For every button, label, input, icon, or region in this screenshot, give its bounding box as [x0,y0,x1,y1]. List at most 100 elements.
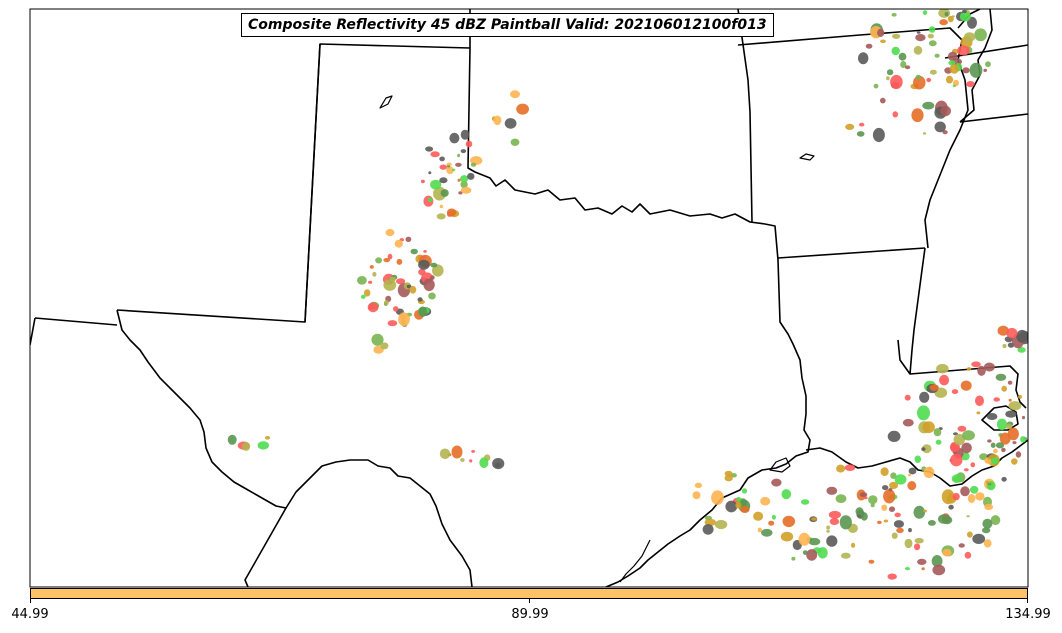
reflectivity-blob [839,515,852,530]
reflectivity-blob [826,535,838,547]
reflectivity-blob [892,111,899,118]
mexico-border [244,507,287,587]
reflectivity-blob [1008,401,1022,411]
reflectivity-blob [757,527,762,533]
reflectivity-blob [1001,476,1007,482]
reflectivity-blob [961,442,972,454]
reflectivity-blob [922,10,928,16]
reflectivity-blob [457,153,461,158]
reflectivity-blob [859,492,868,498]
reflectivity-blob [964,32,976,42]
reflectivity-blob [405,236,412,242]
reflectivity-blob [890,74,903,90]
reflectivity-blob [387,253,393,260]
reflectivity-blob [702,524,714,535]
reflectivity-blob [1005,423,1013,430]
reflectivity-blob [887,430,901,442]
reflectivity-blob [516,103,529,115]
reflectivity-blob [811,517,817,521]
colorbar-tick-mark [30,599,31,603]
reflectivity-blob [891,46,900,56]
reflectivity-blob [898,52,907,61]
reflectivity-blob [982,518,993,529]
reflectivity-blob [740,506,750,513]
reflectivity-blob [950,453,963,467]
reflectivity-blob [883,519,889,523]
reflectivity-blob [455,162,462,167]
reflectivity-blob [1007,380,1013,385]
reflectivity-blob [439,177,448,184]
reflectivity-blob [1015,451,1022,458]
reflectivity-blob [864,496,868,500]
reflectivity-blob [421,255,426,258]
reflectivity-blob [430,262,438,268]
reflectivity-blob [922,101,935,110]
reflectivity-blob [880,467,889,476]
reflectivity-blob [851,542,856,548]
reflectivity-blob [966,515,970,518]
reflectivity-blob [724,474,733,482]
reflectivity-blob [457,178,461,182]
reflectivity-blob [492,458,505,470]
reflectivity-blob [985,61,991,68]
reflectivity-blob [731,473,737,478]
reflectivity-blob [692,491,701,500]
reflectivity-blob [257,441,269,450]
reflectivity-blob [995,373,1007,381]
reflectivity-blob [984,503,994,511]
reflectivity-blob [855,507,864,516]
reflectivity-blob [380,342,389,350]
reflectivity-blob [835,494,847,503]
reflectivity-blob [930,69,937,75]
reflectivity-blob [990,457,999,465]
reflectivity-blob [439,204,444,209]
reflectivity-blob [932,564,946,576]
reflectivity-blob [944,12,949,17]
reflectivity-blob [999,432,1011,445]
colorbar-tick-mark [1027,599,1028,603]
reflectivity-blob [940,105,951,117]
reflectivity-blob [423,278,435,292]
reflectivity-blob [983,539,992,548]
reflectivity-blob [872,127,885,143]
reflectivity-blob [914,455,922,463]
reflectivity-blob [922,132,927,135]
reflectivity-blob [981,527,991,534]
reflectivity-blob [962,67,970,74]
reflectivity-blob [959,11,971,22]
reflectivity-blob [970,485,979,494]
reflectivity-blob [928,26,936,33]
reflectivity-blob [957,45,970,56]
reflectivity-blob [975,492,985,501]
reflectivity-blob [375,257,382,264]
reflectivity-blob [951,389,959,395]
reflectivity-blob [760,496,771,506]
colorbar-tick-label-mid: 89.99 [511,607,549,622]
reflectivity-blob [771,478,782,487]
reflectivity-blob [963,468,969,472]
reflectivity-blob [436,213,446,220]
reflectivity-blob [828,510,842,519]
reflectivity-blob [829,517,840,526]
reflectivity-blob [891,13,897,17]
reflectivity-blob [826,530,830,533]
reflectivity-blob [900,61,907,68]
reflectivity-blob [877,520,882,525]
reflectivity-blob [423,250,427,253]
reflectivity-blob [952,492,960,501]
reflectivity-blob [958,543,965,548]
reflectivity-blob [975,395,984,407]
reflectivity-blob [449,132,460,144]
reflectivity-blob [929,384,939,391]
reflectivity-blob [428,171,432,175]
reflectivity-blob [420,179,425,184]
reflectivity-blob [957,425,967,432]
reflectivity-blob [479,457,489,469]
reflectivity-blob [893,520,905,528]
reflectivity-blob [977,365,986,376]
reflectivity-blob [887,573,897,580]
reflectivity-blob [460,458,465,462]
reflectivity-blob [458,191,463,195]
reflectivity-blob [974,28,987,42]
